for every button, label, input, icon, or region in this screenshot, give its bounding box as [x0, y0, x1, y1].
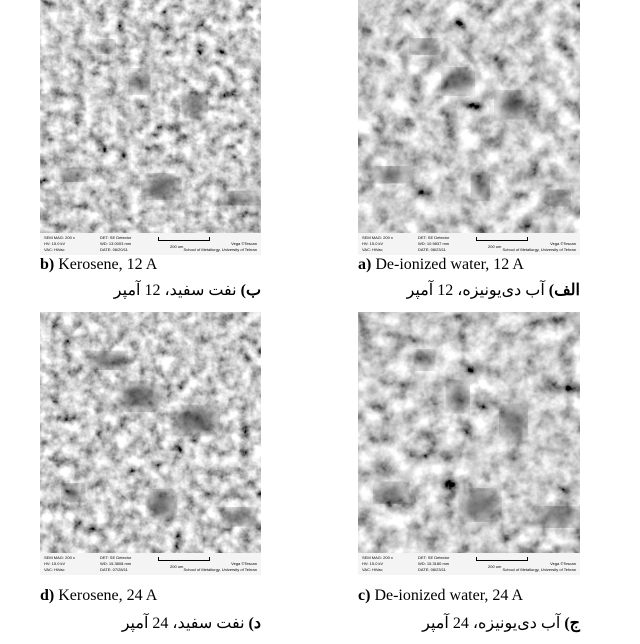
pit — [223, 509, 255, 525]
pit — [59, 169, 87, 181]
info-text: VAC: HiVac — [362, 567, 383, 573]
info-text: School of Metallurgy, University of Tehr… — [503, 567, 576, 573]
caption-label: a) — [358, 256, 371, 273]
caption-fa: د) نفت سفید، 24 آمپر — [0, 613, 261, 633]
info-text: VAC: HiVac — [362, 247, 383, 253]
caption-text-fa: آب دی‌یونیزه، 24 آمپر — [422, 615, 560, 632]
caption-text-fa: نفت سفید، 12 آمپر — [114, 282, 237, 299]
scale-bar — [158, 557, 210, 561]
texture — [358, 0, 580, 233]
caption-label-fa: الف) — [549, 282, 580, 299]
caption-text: Kerosene, 12 A — [58, 256, 157, 273]
pit — [444, 70, 472, 94]
sem-image — [40, 312, 261, 553]
pit — [412, 40, 438, 54]
pit — [130, 71, 148, 93]
caption-en: d) Kerosene, 24 A — [40, 587, 157, 605]
caption-label: b) — [40, 256, 54, 273]
pit — [497, 93, 529, 117]
pit — [537, 508, 579, 526]
pit — [184, 94, 206, 116]
caption-text-fa: نفت سفید، 24 آمپر — [122, 615, 245, 632]
scale-bar — [476, 237, 528, 241]
sem-panel: SEM MAG: 200 xHV: 15.0 kVVAC: HiVacDET: … — [358, 312, 580, 575]
caption-en: a) De-ionized water, 12 A — [358, 256, 524, 274]
pit — [174, 407, 216, 433]
info-text: 200 um — [488, 244, 501, 250]
caption-label-fa: د) — [249, 615, 261, 632]
caption-text: De-ionized water, 12 A — [375, 256, 524, 273]
scale-bar — [476, 557, 528, 561]
info-text: DATE: 08/23/11 — [418, 567, 446, 573]
pit — [145, 175, 179, 197]
info-text: VAC: HiVac — [44, 567, 65, 573]
pit — [462, 491, 498, 519]
caption-text: Kerosene, 24 A — [58, 587, 157, 604]
caption-en: b) Kerosene, 12 A — [40, 256, 157, 274]
caption-label-fa: ج) — [564, 615, 580, 632]
pit — [376, 484, 406, 502]
info-text: DATE: 08/23/11 — [418, 247, 446, 253]
pit — [149, 492, 175, 518]
scale-bar — [158, 237, 210, 241]
caption-label-fa: ب) — [241, 282, 261, 299]
pit — [416, 351, 434, 369]
caption-fa: ج) آب دی‌یونیزه، 24 آمپر — [278, 613, 580, 633]
caption-label: d) — [40, 587, 54, 604]
pit — [63, 485, 83, 501]
info-text: School of Metallurgy, University of Tehr… — [184, 247, 257, 253]
pit — [88, 352, 124, 368]
pit — [219, 192, 259, 204]
figure-page: SEM MAG: 200 xHV: 15.0 kVVAC: HiVacDET: … — [0, 0, 640, 644]
pit — [448, 382, 468, 410]
pit — [501, 406, 525, 434]
pit — [472, 174, 488, 198]
caption-en: c) De-ionized water, 24 A — [358, 587, 523, 605]
info-text: DATE: 06/20/11 — [100, 247, 128, 253]
pit — [120, 383, 158, 409]
caption-fa: الف) آب دی‌یونیزه، 12 آمپر — [278, 280, 580, 300]
caption-fa: ب) نفت سفید، 12 آمپر — [0, 280, 261, 300]
info-text: School of Metallurgy, University of Tehr… — [184, 567, 257, 573]
info-text: 200 um — [488, 564, 501, 570]
pit — [98, 41, 114, 53]
sem-image — [358, 312, 580, 553]
info-text: VAC: HiVac — [44, 247, 65, 253]
info-text: 200 um — [170, 244, 183, 250]
info-text: 200 um — [170, 564, 183, 570]
caption-text: De-ionized water, 24 A — [374, 587, 523, 604]
info-text: DATE: 07/28/11 — [100, 567, 128, 573]
caption-label: c) — [358, 587, 370, 604]
sem-image — [358, 0, 580, 233]
caption-text-fa: آب دی‌یونیزه، 12 آمپر — [407, 282, 545, 299]
pit — [372, 168, 410, 182]
pit — [547, 191, 569, 205]
sem-image — [40, 0, 261, 233]
info-text: School of Metallurgy, University of Tehr… — [503, 247, 576, 253]
